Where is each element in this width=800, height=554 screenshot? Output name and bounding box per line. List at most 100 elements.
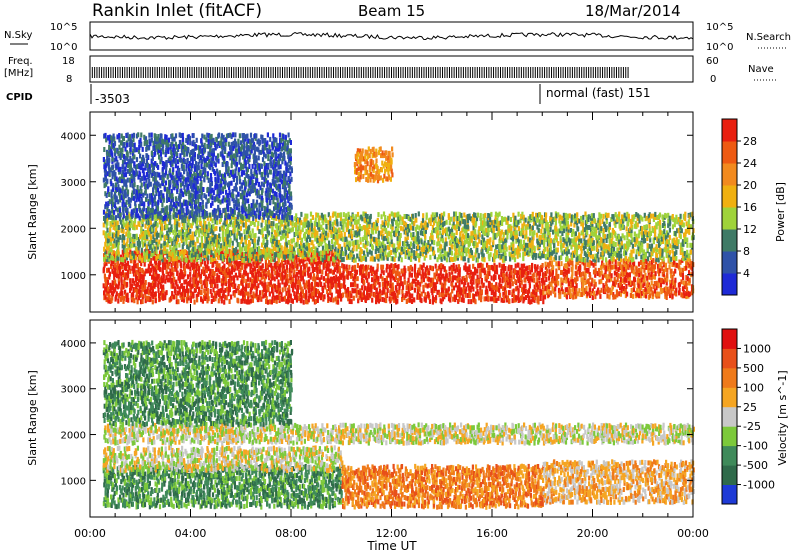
range-cell [111, 284, 114, 290]
range-cell [410, 247, 413, 253]
range-cell [201, 298, 204, 304]
range-cell [258, 229, 261, 234]
range-cell [214, 234, 217, 240]
range-cell [335, 299, 338, 305]
range-cell [200, 240, 204, 246]
range-cell [637, 261, 641, 267]
range-cell [440, 266, 443, 272]
range-cell [164, 246, 167, 251]
range-cell [342, 227, 345, 233]
range-cell [446, 276, 449, 282]
range-cell [472, 274, 475, 280]
range-cell [195, 293, 198, 299]
range-cell [376, 217, 379, 223]
range-cell [401, 293, 404, 298]
range-cell [174, 286, 177, 292]
range-cell [395, 285, 398, 291]
range-cell [251, 278, 254, 284]
range-cell [200, 284, 203, 290]
range-cell [132, 258, 135, 264]
range-cell [281, 279, 284, 285]
range-cell [208, 223, 211, 229]
range-cell [360, 264, 363, 270]
range-cell [591, 288, 594, 294]
range-cell [361, 285, 364, 291]
range-cell [451, 257, 454, 262]
range-cell [424, 297, 427, 303]
range-cell [392, 294, 395, 300]
range-cell [644, 272, 647, 278]
range-cell [167, 271, 170, 277]
range-cell [681, 267, 684, 273]
range-cell [411, 285, 414, 290]
range-cell [209, 271, 212, 277]
range-cell [341, 272, 344, 278]
range-cell [124, 247, 127, 253]
range-cell [652, 291, 655, 297]
range-cell [213, 295, 216, 301]
range-cell [313, 282, 317, 288]
range-cell [203, 255, 206, 261]
range-cell [273, 241, 276, 247]
range-cell [202, 219, 206, 225]
range-cell [390, 211, 393, 217]
range-cell [132, 292, 135, 298]
range-cell [105, 287, 108, 293]
range-cell [198, 271, 201, 277]
range-cell [185, 257, 188, 263]
range-cell [372, 229, 375, 235]
range-cell [204, 274, 207, 280]
range-cell [584, 280, 587, 286]
range-cell [640, 284, 643, 290]
range-cell [534, 288, 538, 294]
range-cell [400, 257, 403, 263]
range-cell [507, 277, 510, 283]
range-cell [525, 271, 528, 277]
range-cell [443, 211, 446, 217]
range-cell [532, 272, 535, 278]
range-cell [530, 267, 533, 273]
range-cell [121, 223, 124, 229]
range-cell [455, 264, 458, 270]
range-cell [254, 253, 257, 259]
range-cell [121, 290, 124, 296]
range-cell [253, 221, 256, 227]
range-cell [233, 290, 236, 295]
range-cell [327, 296, 330, 302]
range-cell [683, 293, 686, 299]
range-cell [173, 249, 176, 255]
range-cell [443, 250, 446, 256]
range-cell [300, 291, 303, 297]
range-cell [185, 228, 188, 234]
range-cell [565, 294, 569, 300]
range-cell [264, 269, 267, 275]
range-cell [166, 224, 169, 229]
range-cell [315, 261, 318, 267]
range-cell [578, 270, 582, 276]
range-cell [456, 277, 459, 283]
range-cell [338, 233, 341, 239]
range-cell [178, 251, 182, 257]
range-cell [673, 258, 676, 264]
range-cell [625, 264, 628, 270]
range-cell [582, 271, 585, 277]
range-cell [669, 279, 672, 285]
range-cell [568, 285, 571, 291]
range-cell [188, 254, 191, 260]
range-cell [475, 278, 478, 284]
range-cell [120, 279, 123, 285]
range-cell [424, 292, 427, 298]
range-cell [193, 272, 196, 278]
range-cell [264, 286, 267, 292]
range-cell [440, 244, 443, 250]
range-cell [502, 268, 505, 273]
range-cell [144, 280, 147, 285]
range-cell [445, 219, 448, 225]
range-cell [431, 212, 434, 218]
range-cell [127, 273, 130, 279]
range-cell [149, 267, 153, 273]
range-cell [561, 289, 565, 295]
range-cell [105, 254, 108, 260]
range-cell [560, 269, 563, 275]
range-cell [280, 292, 283, 298]
